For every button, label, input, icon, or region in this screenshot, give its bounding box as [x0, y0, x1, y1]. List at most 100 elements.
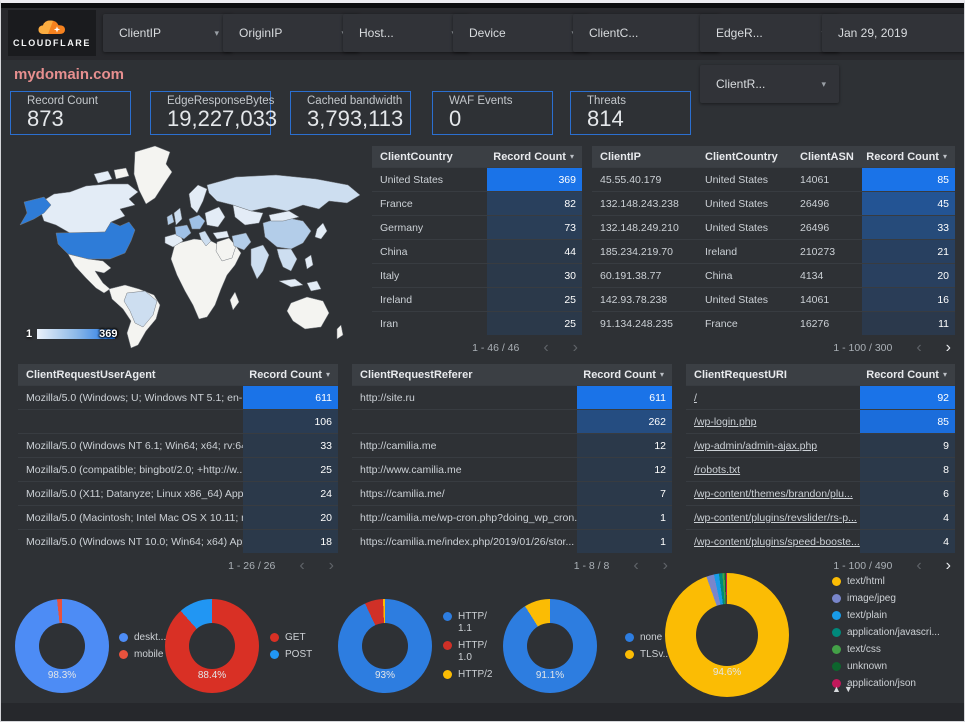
- table-cell: 14061: [792, 288, 862, 311]
- column-header[interactable]: Record Count ▾: [243, 369, 338, 381]
- chevron-right-icon[interactable]: ›: [662, 557, 668, 574]
- table-cell-text: http://www.camilia.me: [360, 463, 462, 476]
- legend-color-dot: [270, 649, 279, 659]
- map-ireland: [166, 213, 175, 226]
- filter-chip-clientr[interactable]: ClientR... ▾: [700, 65, 839, 103]
- donut-chart[interactable]: 94.6%: [665, 573, 789, 697]
- legend-scroll-down-icon[interactable]: ▼: [843, 684, 856, 694]
- table-row[interactable]: China 44: [372, 239, 582, 263]
- map-china: [262, 216, 312, 250]
- filter-chip-clientc[interactable]: ClientC...▾: [573, 14, 719, 52]
- donut-chart[interactable]: 93%: [338, 599, 432, 693]
- table-row[interactable]: Mozilla/5.0 (X11; Datanyze; Linux x86_64…: [18, 481, 338, 505]
- donut-legend: text/html image/jpeg text/plain application…: [832, 573, 940, 697]
- sort-desc-icon: ▾: [569, 152, 574, 161]
- table-row[interactable]: /wp-login.php 85: [686, 409, 955, 433]
- table-row[interactable]: https://camilia.me/index.php/2019/01/26/…: [352, 529, 672, 553]
- filter-chip-clientip[interactable]: ClientIP ▾: [103, 14, 232, 52]
- table-row[interactable]: France 82: [372, 191, 582, 215]
- table-row[interactable]: /wp-admin/admin-ajax.php 9: [686, 433, 955, 457]
- chevron-left-icon[interactable]: ‹: [916, 339, 922, 356]
- chevron-left-icon[interactable]: ‹: [543, 339, 549, 356]
- legend-scroll-arrows[interactable]: ▲▼: [832, 684, 856, 694]
- column-header[interactable]: Record Count ▾: [860, 369, 955, 381]
- filter-chip-device[interactable]: Device▾: [453, 14, 589, 52]
- chevron-right-icon[interactable]: ›: [328, 557, 334, 574]
- table-row[interactable]: /wp-content/themes/brandon/plu... 6: [686, 481, 955, 505]
- table-row[interactable]: Ireland 25: [372, 287, 582, 311]
- legend-scroll-up-icon[interactable]: ▲: [832, 684, 844, 694]
- table-row[interactable]: 106: [18, 409, 338, 433]
- map-scandinavia: [188, 184, 208, 214]
- table-row[interactable]: Iran 25: [372, 311, 582, 335]
- cloudflare-logo: CLOUDFLARE: [8, 10, 96, 56]
- chevron-right-icon[interactable]: ›: [572, 339, 578, 356]
- table-row[interactable]: United States 369: [372, 167, 582, 191]
- table-row[interactable]: /wp-content/plugins/revslider/rs-p... 4: [686, 505, 955, 529]
- table-cell-text: 14061: [800, 173, 830, 186]
- scorecard-value: 814: [587, 106, 624, 131]
- client-ip-table: ClientIP ClientCountry ClientASN Record Cou…: [592, 146, 955, 356]
- table-row[interactable]: 45.55.40.179 United States 14061 85: [592, 167, 955, 191]
- legend-item: unknown: [832, 661, 940, 673]
- chevron-left-icon[interactable]: ‹: [633, 557, 639, 574]
- legend-label: image/jpeg: [847, 592, 896, 604]
- table-row[interactable]: 132.148.243.238 United States 26496 45: [592, 191, 955, 215]
- map-greenland: [133, 145, 173, 205]
- table-row[interactable]: Mozilla/5.0 (Windows; U; Windows NT 5.1;…: [18, 385, 338, 409]
- record-count-bar-cell: 33: [243, 434, 338, 457]
- table-row[interactable]: 91.134.248.235 France 16276 11: [592, 311, 955, 335]
- legend-item: deskt...: [119, 632, 166, 644]
- uri-link[interactable]: /wp-content/themes/brandon/plu...: [686, 482, 860, 505]
- table-row[interactable]: /wp-content/plugins/speed-booste... 4: [686, 529, 955, 553]
- filter-chip-host[interactable]: Host...▾: [343, 14, 469, 52]
- donut-chart[interactable]: 98.3%: [15, 599, 109, 693]
- uri-link[interactable]: /wp-login.php: [686, 410, 860, 433]
- table-pagination: 1 - 26 / 26 ‹ ›: [18, 558, 338, 574]
- chevron-right-icon[interactable]: ›: [945, 557, 951, 574]
- table-cell: [18, 410, 243, 433]
- table-row[interactable]: http://camilia.me 12: [352, 433, 672, 457]
- uri-link[interactable]: /: [686, 386, 860, 409]
- table-row[interactable]: 60.191.38.77 China 4134 20: [592, 263, 955, 287]
- uri-link[interactable]: /robots.txt: [686, 458, 860, 481]
- donut-chart[interactable]: 91.1%: [503, 599, 597, 693]
- table-row[interactable]: Germany 73: [372, 215, 582, 239]
- table-row[interactable]: Mozilla/5.0 (Windows NT 10.0; Win64; x64…: [18, 529, 338, 553]
- table-cell-text: France: [380, 197, 413, 210]
- uri-link[interactable]: /wp-content/plugins/speed-booste...: [686, 530, 860, 553]
- uri-link[interactable]: /wp-admin/admin-ajax.php: [686, 434, 860, 457]
- table-cell-text: 91.134.248.235: [600, 317, 673, 330]
- legend-label: POST: [285, 648, 313, 660]
- map-italy: [198, 230, 212, 247]
- table-row[interactable]: Mozilla/5.0 (Windows NT 6.1; Win64; x64;…: [18, 433, 338, 457]
- table-row[interactable]: /robots.txt 8: [686, 457, 955, 481]
- table-row[interactable]: https://camilia.me/7: [352, 481, 672, 505]
- table-row[interactable]: 185.234.219.70 Ireland 210273 21: [592, 239, 955, 263]
- filter-chip-edger[interactable]: EdgeR...▾: [700, 14, 839, 52]
- scorecard-label: Record Count: [27, 95, 98, 107]
- table-row[interactable]: / 92: [686, 385, 955, 409]
- uri-link[interactable]: /wp-content/plugins/revslider/rs-p...: [686, 506, 860, 529]
- table-row[interactable]: http://www.camilia.me 12: [352, 457, 672, 481]
- scorecard-value: 3,793,113: [307, 106, 404, 131]
- chevron-right-icon[interactable]: ›: [945, 339, 951, 356]
- table-row[interactable]: Italy 30: [372, 263, 582, 287]
- table-row[interactable]: http://camilia.me/wp-cron.php?doing_wp_c…: [352, 505, 672, 529]
- column-header[interactable]: Record Count ▾: [862, 151, 955, 163]
- date-range-chip[interactable]: Jan 29, 2019▾: [822, 14, 965, 52]
- table-row[interactable]: 132.148.249.210 United States 26496 33: [592, 215, 955, 239]
- filter-chip-originip[interactable]: OriginIP▾: [223, 14, 359, 52]
- chevron-left-icon[interactable]: ‹: [299, 557, 305, 574]
- table-row[interactable]: 142.93.78.238 United States 14061 16: [592, 287, 955, 311]
- table-cell: 16276: [792, 312, 862, 335]
- column-header[interactable]: Record Count ▾: [577, 369, 672, 381]
- donut-chart[interactable]: 88.4%: [165, 599, 259, 693]
- table-row[interactable]: 262: [352, 409, 672, 433]
- column-header[interactable]: Record Count ▾: [487, 151, 582, 163]
- table-row[interactable]: Mozilla/5.0 (Macintosh; Intel Mac OS X 1…: [18, 505, 338, 529]
- table-row[interactable]: http://site.ru 611: [352, 385, 672, 409]
- table-row[interactable]: Mozilla/5.0 (compatible; bingbot/2.0; +h…: [18, 457, 338, 481]
- chevron-left-icon[interactable]: ‹: [916, 557, 922, 574]
- world-map[interactable]: 1 369: [8, 142, 370, 350]
